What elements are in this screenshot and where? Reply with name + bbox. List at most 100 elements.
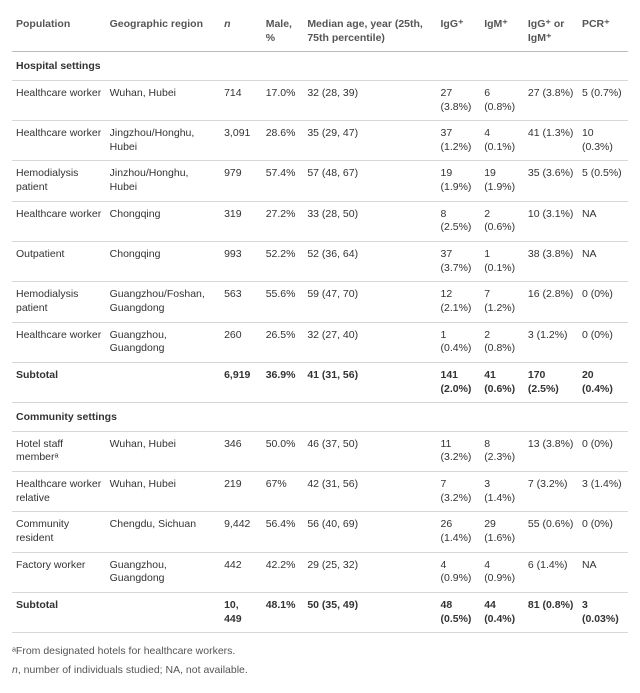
table-row-igg: 37 (3.7%) bbox=[437, 242, 481, 282]
subtotal-row-male: 48.1% bbox=[262, 592, 304, 632]
table-row-n: 319 bbox=[220, 201, 262, 241]
table-row-region: Guangzhou, Guangdong bbox=[106, 322, 220, 362]
table-row-population: Hemodialysis patient bbox=[12, 282, 106, 322]
table-row-igg: 7 (3.2%) bbox=[437, 472, 481, 512]
table-row-igg: 12 (2.1%) bbox=[437, 282, 481, 322]
subtotal-row-population: Subtotal bbox=[12, 592, 106, 632]
table-row: Healthcare workerJingzhou/Honghu, Hubei 3… bbox=[12, 121, 628, 161]
table-row-male: 42.2% bbox=[262, 552, 304, 592]
subtotal-row-age: 50 (35, 49) bbox=[303, 592, 436, 632]
table-row-male: 57.4% bbox=[262, 161, 304, 201]
table-row-pcr: 3 (1.4%) bbox=[578, 472, 628, 512]
table-row-pcr: 10 (0.3%) bbox=[578, 121, 628, 161]
table-row-age: 29 (25, 32) bbox=[303, 552, 436, 592]
table-row-iggorigm: 7 (3.2%) bbox=[524, 472, 578, 512]
table-row-population: Healthcare worker bbox=[12, 322, 106, 362]
table-row-pcr: 0 (0%) bbox=[578, 322, 628, 362]
table-row-iggorigm: 35 (3.6%) bbox=[524, 161, 578, 201]
subtotal-row-region bbox=[106, 362, 220, 402]
table-row-region: Jingzhou/Honghu, Hubei bbox=[106, 121, 220, 161]
table-row-n: 219 bbox=[220, 472, 262, 512]
table-header-row: PopulationGeographic regionnMale, %Media… bbox=[12, 12, 628, 52]
col-population: Population bbox=[12, 12, 106, 52]
table-row-population: Healthcare worker relative bbox=[12, 472, 106, 512]
table-row-male: 67% bbox=[262, 472, 304, 512]
table-row-n: 563 bbox=[220, 282, 262, 322]
table-row-n: 346 bbox=[220, 431, 262, 471]
col-pcr: PCR⁺ bbox=[578, 12, 628, 52]
table-row-male: 55.6% bbox=[262, 282, 304, 322]
table-row-male: 28.6% bbox=[262, 121, 304, 161]
table-row-iggorigm: 3 (1.2%) bbox=[524, 322, 578, 362]
col-igm: IgM⁺ bbox=[480, 12, 524, 52]
table-row-igm: 4 (0.1%) bbox=[480, 121, 524, 161]
table-row-n: 979 bbox=[220, 161, 262, 201]
subtotal-row-iggorigm: 81 (0.8%) bbox=[524, 592, 578, 632]
table-row-male: 56.4% bbox=[262, 512, 304, 552]
table-row-age: 35 (29, 47) bbox=[303, 121, 436, 161]
table-row-igm: 3 (1.4%) bbox=[480, 472, 524, 512]
subtotal-row-male: 36.9% bbox=[262, 362, 304, 402]
col-igg: IgG⁺ bbox=[437, 12, 481, 52]
table-row-igm: 1 (0.1%) bbox=[480, 242, 524, 282]
table-row-igm: 2 (0.8%) bbox=[480, 322, 524, 362]
table-row-population: Hemodialysis patient bbox=[12, 161, 106, 201]
table-row-population: Healthcare worker bbox=[12, 201, 106, 241]
col-n: n bbox=[220, 12, 262, 52]
table-row-age: 42 (31, 56) bbox=[303, 472, 436, 512]
table-row-pcr: 0 (0%) bbox=[578, 282, 628, 322]
table-row-igg: 4 (0.9%) bbox=[437, 552, 481, 592]
table-row-age: 32 (28, 39) bbox=[303, 80, 436, 120]
table-row-region: Guangzhou/Foshan, Guangdong bbox=[106, 282, 220, 322]
table-row-iggorigm: 10 (3.1%) bbox=[524, 201, 578, 241]
table-row-igm: 8 (2.3%) bbox=[480, 431, 524, 471]
subtotal-row-igm: 44 (0.4%) bbox=[480, 592, 524, 632]
table-row-n: 714 bbox=[220, 80, 262, 120]
section-header: Community settings bbox=[12, 403, 628, 432]
table-row: Hemodialysis patientGuangzhou/Foshan, Gu… bbox=[12, 282, 628, 322]
subtotal-row-iggorigm: 170 (2.5%) bbox=[524, 362, 578, 402]
table-row-igm: 4 (0.9%) bbox=[480, 552, 524, 592]
table-row-male: 17.0% bbox=[262, 80, 304, 120]
table-row-igm: 7 (1.2%) bbox=[480, 282, 524, 322]
col-iggorigm: IgG⁺ or IgM⁺ bbox=[524, 12, 578, 52]
table-row-igg: 11 (3.2%) bbox=[437, 431, 481, 471]
table-row-iggorigm: 41 (1.3%) bbox=[524, 121, 578, 161]
col-age: Median age, year (25th, 75th percentile) bbox=[303, 12, 436, 52]
subtotal-row-age: 41 (31, 56) bbox=[303, 362, 436, 402]
footnote: n, number of individuals studied; NA, no… bbox=[12, 662, 628, 679]
table-row-age: 59 (47, 70) bbox=[303, 282, 436, 322]
table-row-igg: 19 (1.9%) bbox=[437, 161, 481, 201]
table-row-igg: 37 (1.2%) bbox=[437, 121, 481, 161]
table-row: Community residentChengdu, Sichuan9,4425… bbox=[12, 512, 628, 552]
table-body: Hospital settingsHealthcare workerWuhan,… bbox=[12, 52, 628, 633]
subtotal-row-region bbox=[106, 592, 220, 632]
table-row-population: Outpatient bbox=[12, 242, 106, 282]
table-row-igm: 29 (1.6%) bbox=[480, 512, 524, 552]
table-row: Healthcare worker relativeWuhan, Hubei21… bbox=[12, 472, 628, 512]
table-row-population: Healthcare worker bbox=[12, 121, 106, 161]
table-row-population: Healthcare worker bbox=[12, 80, 106, 120]
table-row-pcr: 5 (0.5%) bbox=[578, 161, 628, 201]
table-row-region: Guangzhou, Guangdong bbox=[106, 552, 220, 592]
table-row-male: 26.5% bbox=[262, 322, 304, 362]
table-row-age: 52 (36, 64) bbox=[303, 242, 436, 282]
table-row-pcr: 0 (0%) bbox=[578, 431, 628, 471]
subtotal-row: Subtotal6,91936.9%41 (31, 56)141 (2.0%)4… bbox=[12, 362, 628, 402]
table-row-region: Chongqing bbox=[106, 201, 220, 241]
section-title: Community settings bbox=[12, 403, 628, 432]
table-row-region: Chengdu, Sichuan bbox=[106, 512, 220, 552]
table-row-igg: 8 (2.5%) bbox=[437, 201, 481, 241]
subtotal-row-igg: 48 (0.5%) bbox=[437, 592, 481, 632]
table-row-pcr: NA bbox=[578, 242, 628, 282]
table-row: Hemodialysis patientJinzhou/Honghu, Hube… bbox=[12, 161, 628, 201]
table-row-iggorigm: 16 (2.8%) bbox=[524, 282, 578, 322]
table-row-region: Jinzhou/Honghu, Hubei bbox=[106, 161, 220, 201]
section-title: Hospital settings bbox=[12, 52, 628, 81]
table-row: OutpatientChongqing99352.2%52 (36, 64)37… bbox=[12, 242, 628, 282]
table-row-region: Wuhan, Hubei bbox=[106, 431, 220, 471]
table-row-iggorigm: 13 (3.8%) bbox=[524, 431, 578, 471]
table-row-male: 50.0% bbox=[262, 431, 304, 471]
table-row-pcr: NA bbox=[578, 201, 628, 241]
table-row-igg: 27 (3.8%) bbox=[437, 80, 481, 120]
